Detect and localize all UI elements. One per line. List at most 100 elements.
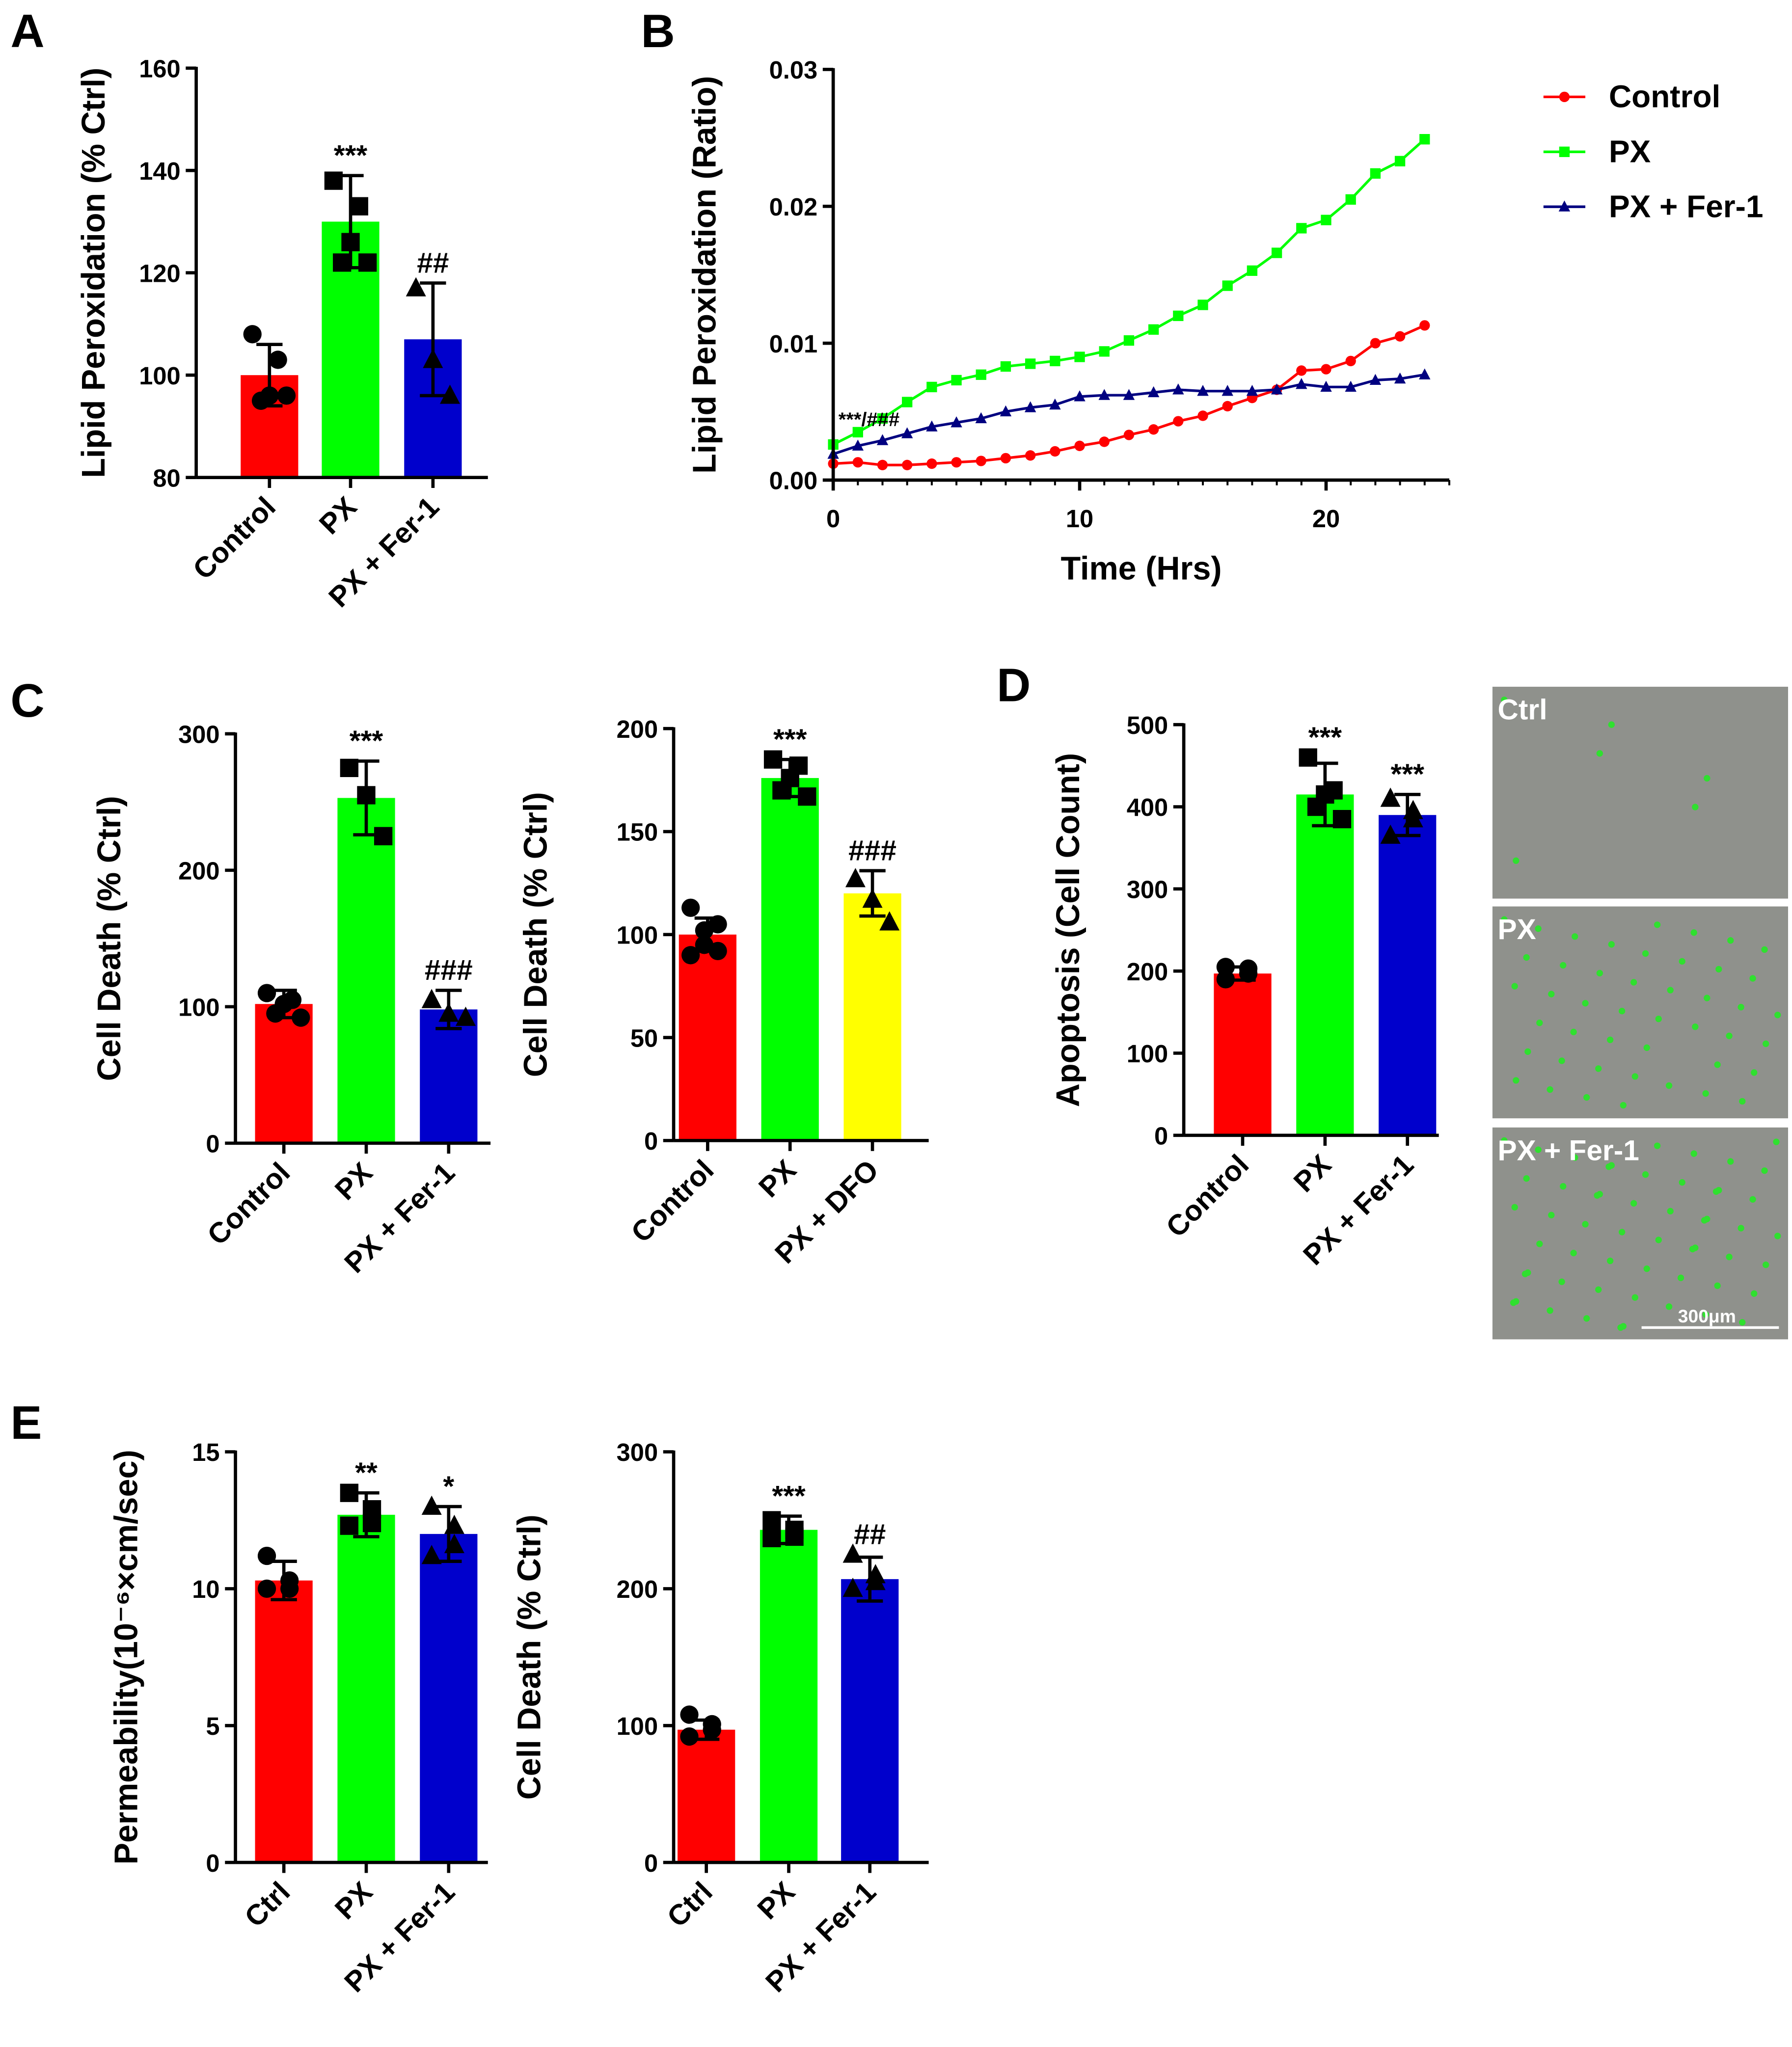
point xyxy=(1380,824,1401,844)
point xyxy=(680,1727,699,1746)
cell-spot xyxy=(1572,933,1578,940)
cell-spot xyxy=(1749,1196,1756,1203)
cell-spot xyxy=(1535,925,1542,932)
point xyxy=(762,1529,781,1547)
panel-letter: D xyxy=(997,659,1031,711)
x-tick-label: 10 xyxy=(1066,505,1093,533)
cell-spot xyxy=(1643,1044,1650,1051)
legend-label: PX + Fer-1 xyxy=(1609,189,1764,224)
point xyxy=(257,984,276,1002)
point xyxy=(1049,398,1061,410)
cell-spot xyxy=(1774,1012,1781,1019)
point xyxy=(1419,134,1430,145)
point xyxy=(703,1720,721,1739)
point xyxy=(1559,91,1570,103)
cell-spot xyxy=(1667,987,1674,994)
point xyxy=(852,457,863,468)
cell-spot xyxy=(1570,1028,1577,1035)
cell-spot xyxy=(1665,1303,1673,1310)
point xyxy=(455,1006,476,1026)
point xyxy=(357,786,376,805)
point xyxy=(1321,364,1331,375)
cell-spot xyxy=(1631,1294,1638,1301)
cell-spot xyxy=(1655,1016,1662,1023)
cell-spot xyxy=(1751,1290,1758,1297)
y-axis-label: Apoptosis (Cell Count) xyxy=(1050,753,1086,1107)
cell-spot xyxy=(1642,950,1649,957)
cell-spot xyxy=(1570,1249,1577,1257)
cell-spot xyxy=(1594,1192,1601,1199)
cell-spot xyxy=(1749,975,1756,982)
annotation: ** xyxy=(355,1457,378,1489)
point xyxy=(1050,355,1060,367)
y-tick-label: 0 xyxy=(1154,1122,1168,1150)
point xyxy=(1419,320,1430,331)
cell-spot xyxy=(1726,1032,1733,1039)
y-tick-label: 15 xyxy=(192,1438,219,1466)
cell-spot xyxy=(1726,1253,1733,1261)
point xyxy=(681,898,700,917)
point xyxy=(902,397,913,407)
cell-spot xyxy=(1727,1158,1734,1165)
y-tick-label: 0 xyxy=(644,1849,658,1877)
cell-spot xyxy=(1608,721,1615,728)
cell-spot xyxy=(1677,1274,1684,1281)
point xyxy=(1123,335,1135,346)
point xyxy=(1222,384,1233,396)
point xyxy=(1025,450,1036,461)
cell-spot xyxy=(1536,1020,1543,1026)
point xyxy=(1197,410,1208,421)
point xyxy=(243,325,262,344)
y-axis-label: Cell Death (% Ctrl) xyxy=(511,1514,547,1800)
point xyxy=(423,349,443,368)
cell-spot xyxy=(1665,1082,1673,1089)
point xyxy=(1394,331,1406,342)
point xyxy=(358,253,377,272)
y-tick-label: 0 xyxy=(206,1849,219,1877)
cell-spot xyxy=(1704,995,1711,1001)
scale-bar-label: 300μm xyxy=(1678,1306,1736,1326)
y-axis-label: Cell Death (% Ctrl) xyxy=(91,796,128,1081)
y-tick-label: 5 xyxy=(206,1712,219,1740)
cell-spot xyxy=(1692,804,1699,810)
bar xyxy=(1379,815,1437,1135)
cell-spot xyxy=(1582,1000,1589,1007)
x-tick-label: PX xyxy=(329,1876,379,1925)
x-tick-label: Ctrl xyxy=(661,1876,719,1933)
point xyxy=(277,386,296,405)
cell-spot xyxy=(1712,1188,1720,1195)
point xyxy=(1394,156,1406,166)
point xyxy=(421,1495,442,1515)
point xyxy=(1173,310,1184,322)
point xyxy=(1321,215,1331,225)
point xyxy=(862,889,883,908)
point xyxy=(1559,146,1570,157)
y-tick-label: 100 xyxy=(178,993,219,1021)
x-tick-label: Ctrl xyxy=(239,1876,296,1933)
point xyxy=(901,427,913,438)
point xyxy=(1000,405,1012,417)
point xyxy=(762,1511,781,1530)
point xyxy=(902,459,913,470)
point xyxy=(695,936,714,954)
point xyxy=(763,750,783,769)
point xyxy=(1050,446,1060,457)
point xyxy=(1148,424,1159,435)
bar xyxy=(1214,973,1272,1135)
cell-spot xyxy=(1690,929,1697,936)
point xyxy=(975,412,987,424)
y-tick-label: 100 xyxy=(617,921,658,949)
point xyxy=(1197,384,1209,396)
y-tick-label: 100 xyxy=(617,1712,658,1740)
point xyxy=(1239,964,1258,983)
cell-spot xyxy=(1513,1077,1520,1084)
cell-spot xyxy=(1548,1212,1555,1218)
point xyxy=(1419,368,1431,379)
cell-spot xyxy=(1535,1146,1542,1153)
cell-spot xyxy=(1630,979,1637,986)
micrograph xyxy=(1492,906,1789,1119)
point xyxy=(951,457,962,468)
cell-spot xyxy=(1763,1040,1769,1047)
cell-spot xyxy=(1667,1208,1674,1214)
